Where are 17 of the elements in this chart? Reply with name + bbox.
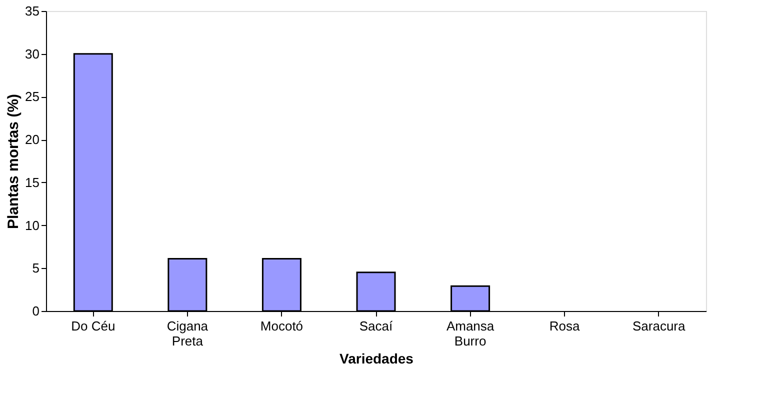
y-tick-label: 20 — [25, 132, 40, 148]
x-tick-label: Saracura — [632, 318, 686, 334]
y-axis-title: Plantas mortas (%) — [5, 94, 22, 230]
x-tick-label: Mocotó — [260, 318, 304, 334]
y-tick-label: 0 — [32, 304, 40, 318]
x-tick-label: Rosa — [549, 318, 581, 334]
y-tick-label: 25 — [25, 89, 40, 104]
y-tick-label: 35 — [25, 4, 40, 18]
x-axis-title: Variedades — [340, 350, 414, 366]
y-tick-label: 10 — [25, 218, 40, 233]
y-tick-label: 15 — [25, 174, 40, 190]
y-tick-label: 5 — [32, 260, 40, 276]
x-tick-label: Amansa Burro — [446, 318, 495, 348]
x-tick-label: Sacaí — [359, 318, 394, 334]
y-tick-label: 30 — [25, 46, 40, 62]
x-tick-label: Do Céu — [71, 318, 116, 334]
x-tick-label: Cigana Preta — [166, 318, 209, 348]
